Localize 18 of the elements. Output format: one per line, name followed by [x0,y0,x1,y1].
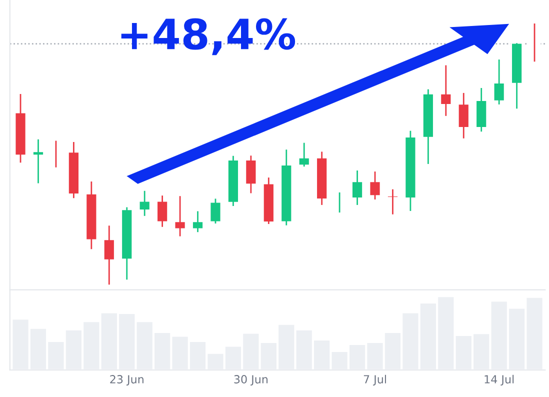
candlestick [457,92,470,140]
candlestick [120,206,134,280]
candlestick [386,188,399,216]
candlestick [244,154,258,194]
candlestick [227,155,240,207]
candlestick [138,190,151,217]
x-tick-label: 30 Jun [234,375,268,386]
candlestick [475,87,488,132]
x-tick-label: 14 Jul [484,374,514,386]
candlestick [440,64,452,117]
candlestick [192,210,204,233]
candlestick [422,88,434,165]
x-tick-label: 23 Jun [110,375,144,386]
candlestick [32,138,44,184]
annotation: +48,4% [121,18,296,56]
candlestick [174,195,186,237]
candlestick [298,142,310,168]
x-tick-label: 7 Jul [364,374,386,386]
